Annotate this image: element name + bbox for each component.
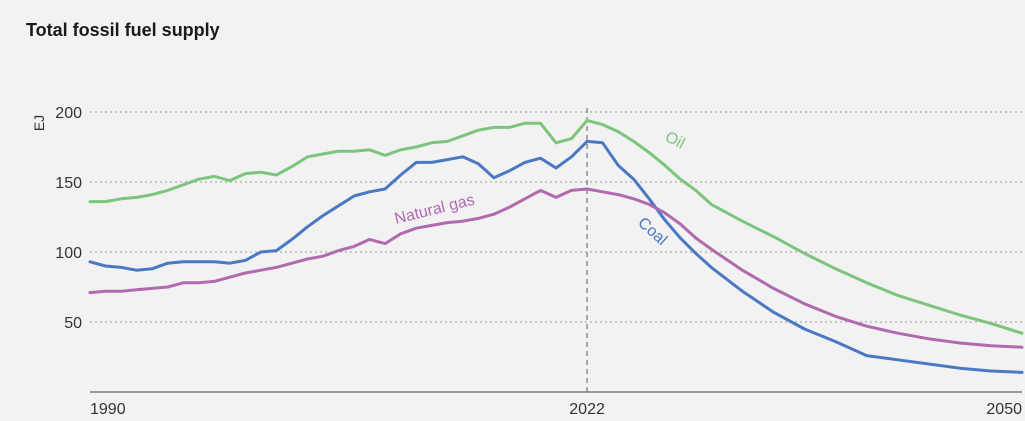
- y-tick-labels: 50 100 150 200: [55, 105, 82, 332]
- x-tick-label-2022: 2022: [569, 401, 605, 418]
- y-tick-label-150: 150: [55, 175, 82, 192]
- series-label-oil: Oil: [662, 129, 687, 153]
- chart-title: Total fossil fuel supply: [26, 20, 220, 40]
- series-line-oil: [88, 118, 1024, 335]
- x-tick-label-1990: 1990: [90, 401, 126, 418]
- x-tick-labels: 1990 2022 2050: [90, 401, 1022, 418]
- y-tick-label-200: 200: [55, 105, 82, 122]
- y-tick-label-50: 50: [64, 315, 82, 332]
- series-lines: [88, 118, 1024, 374]
- series-line-coal: [88, 139, 1024, 374]
- y-tick-label-100: 100: [55, 245, 82, 262]
- y-axis-unit: EJ: [31, 115, 47, 131]
- x-tick-label-2050: 2050: [986, 401, 1022, 418]
- grid-lines: [90, 111, 1022, 323]
- series-line-natural-gas: [88, 187, 1024, 349]
